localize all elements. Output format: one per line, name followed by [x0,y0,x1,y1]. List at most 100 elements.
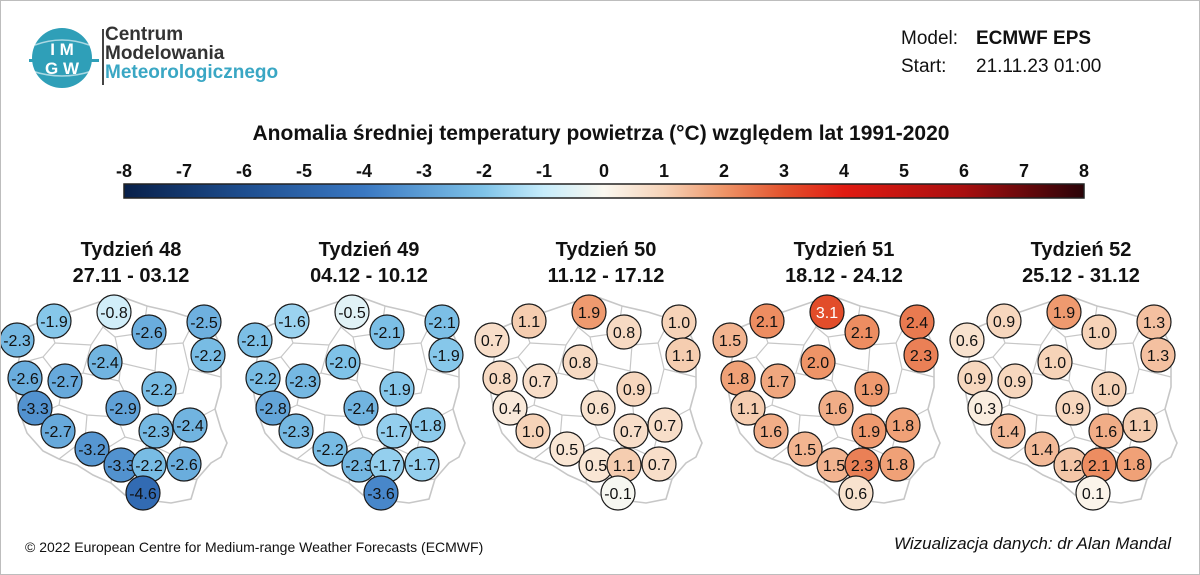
anomaly-value: 1.6 [760,424,782,441]
anomaly-circle [312,431,348,467]
region-anomaly-marker: 2.1 [1081,447,1117,483]
scale-tick-label: -2 [476,161,492,181]
anomaly-value: -1.9 [40,314,68,331]
scale-tick-label: -1 [536,161,552,181]
anomaly-circle [131,314,167,350]
region-anomaly-marker: 1.0 [515,413,551,449]
region-anomaly-marker: 1.8 [720,360,756,396]
region-anomaly-marker: 0.5 [578,447,614,483]
week-title: Tydzień 50 [555,239,657,261]
anomaly-circle [96,294,132,330]
region-anomaly-marker: 0.9 [986,303,1022,339]
copyright-note: © 2022 European Centre for Medium-range … [25,539,484,555]
anomaly-value: 1.1 [737,401,759,418]
anomaly-value: 0.5 [585,458,607,475]
region-anomaly-marker: -2.4 [343,390,379,426]
anomaly-circle [47,363,83,399]
anomaly-circle [141,371,177,407]
region-anomaly-marker: -1.7 [404,446,440,482]
anomaly-circle [1140,337,1176,373]
anomaly-value: -2.6 [11,371,39,388]
anomaly-value: 1.0 [1098,382,1120,399]
anomaly-value: -2.2 [249,371,277,388]
region-anomaly-marker: 1.9 [1046,294,1082,330]
anomaly-value: -1.7 [380,424,408,441]
region-anomaly-marker: -4.6 [125,475,161,511]
region-anomaly-marker: -2.7 [47,363,83,399]
anomaly-circle [1075,475,1111,511]
region-anomaly-marker: 0.9 [1055,390,1091,426]
chart-title: Anomalia średniej temperatury powietrza … [252,122,950,145]
anomaly-circle [40,413,76,449]
week-dates: 04.12 - 10.12 [310,265,428,287]
anomaly-circle [274,303,310,339]
region-anomaly-marker: -1.9 [379,371,415,407]
anomaly-value: 0.7 [654,418,676,435]
anomaly-circle [190,337,226,373]
anomaly-circle [1088,413,1124,449]
week-51-heading: Tydzień 51 18.12 - 24.12 [734,237,954,289]
anomaly-circle [990,413,1026,449]
anomaly-value: 2.1 [1088,458,1110,475]
anomaly-value: 0.6 [845,486,867,503]
anomaly-circle [600,475,636,511]
anomaly-value: 0.9 [964,371,986,388]
scale-tick-label: -8 [116,161,132,181]
model-label: Model: [901,28,959,49]
anomaly-circle [800,344,836,380]
region-anomaly-marker: -2.3 [278,413,314,449]
anomaly-circle [997,363,1033,399]
svg-text:I M: I M [50,40,74,59]
anomaly-value: -3.6 [367,486,395,503]
region-anomaly-marker: 1.1 [511,303,547,339]
anomaly-value: 1.1 [1129,418,1151,435]
anomaly-value: 0.8 [613,325,635,342]
anomaly-value: -3.3 [107,458,135,475]
anomaly-value: -2.1 [428,315,456,332]
anomaly-value: 0.9 [1062,401,1084,418]
scale-tick-label: 6 [959,161,969,181]
anomaly-value: -2.6 [170,457,198,474]
scale-tick-label: -5 [296,161,312,181]
scale-tick-label: 2 [719,161,729,181]
region-anomaly-marker: -2.1 [369,314,405,350]
region-anomaly-marker: -2.2 [190,337,226,373]
region-anomaly-marker: 3.1 [809,294,845,330]
region-anomaly-marker: -2.2 [141,371,177,407]
anomaly-value: 0.7 [481,333,503,350]
week-title: Tydzień 49 [318,239,420,261]
week-dates: 11.12 - 17.12 [547,265,665,287]
anomaly-circle [760,363,796,399]
scale-tick-label: -4 [356,161,372,181]
region-anomaly-marker: -3.2 [74,431,110,467]
week-dates: 25.12 - 31.12 [1022,265,1140,287]
anomaly-circle [879,446,915,482]
anomaly-value: -2.7 [44,424,72,441]
anomaly-circle [885,407,921,443]
anomaly-value: 1.6 [825,401,847,418]
anomaly-value: 1.0 [522,424,544,441]
scale-tick-label: 7 [1019,161,1029,181]
region-anomaly-marker: 0.9 [997,363,1033,399]
region-anomaly-marker: 1.9 [851,413,887,449]
anomaly-circle [87,344,123,380]
anomaly-circle [1046,294,1082,330]
region-anomaly-marker: 0.5 [549,431,585,467]
model-value: ECMWF EPS [976,28,1092,49]
scale-tick-label: 5 [899,161,909,181]
anomaly-circle [809,294,845,330]
anomaly-circle [1024,431,1060,467]
anomaly-circle [369,314,405,350]
anomaly-circle [749,303,785,339]
region-anomaly-marker: 2.3 [844,447,880,483]
region-anomaly-marker: 0.6 [580,390,616,426]
anomaly-value: 1.1 [672,348,694,365]
region-anomaly-marker: -2.4 [172,407,208,443]
region-anomaly-marker: 1.5 [787,431,823,467]
scale-tick-label: 0 [599,161,609,181]
anomaly-circle [74,431,110,467]
anomaly-value: 1.1 [518,314,540,331]
anomaly-circle [511,303,547,339]
region-anomaly-marker: 1.7 [760,363,796,399]
region-anomaly-marker: -2.7 [40,413,76,449]
